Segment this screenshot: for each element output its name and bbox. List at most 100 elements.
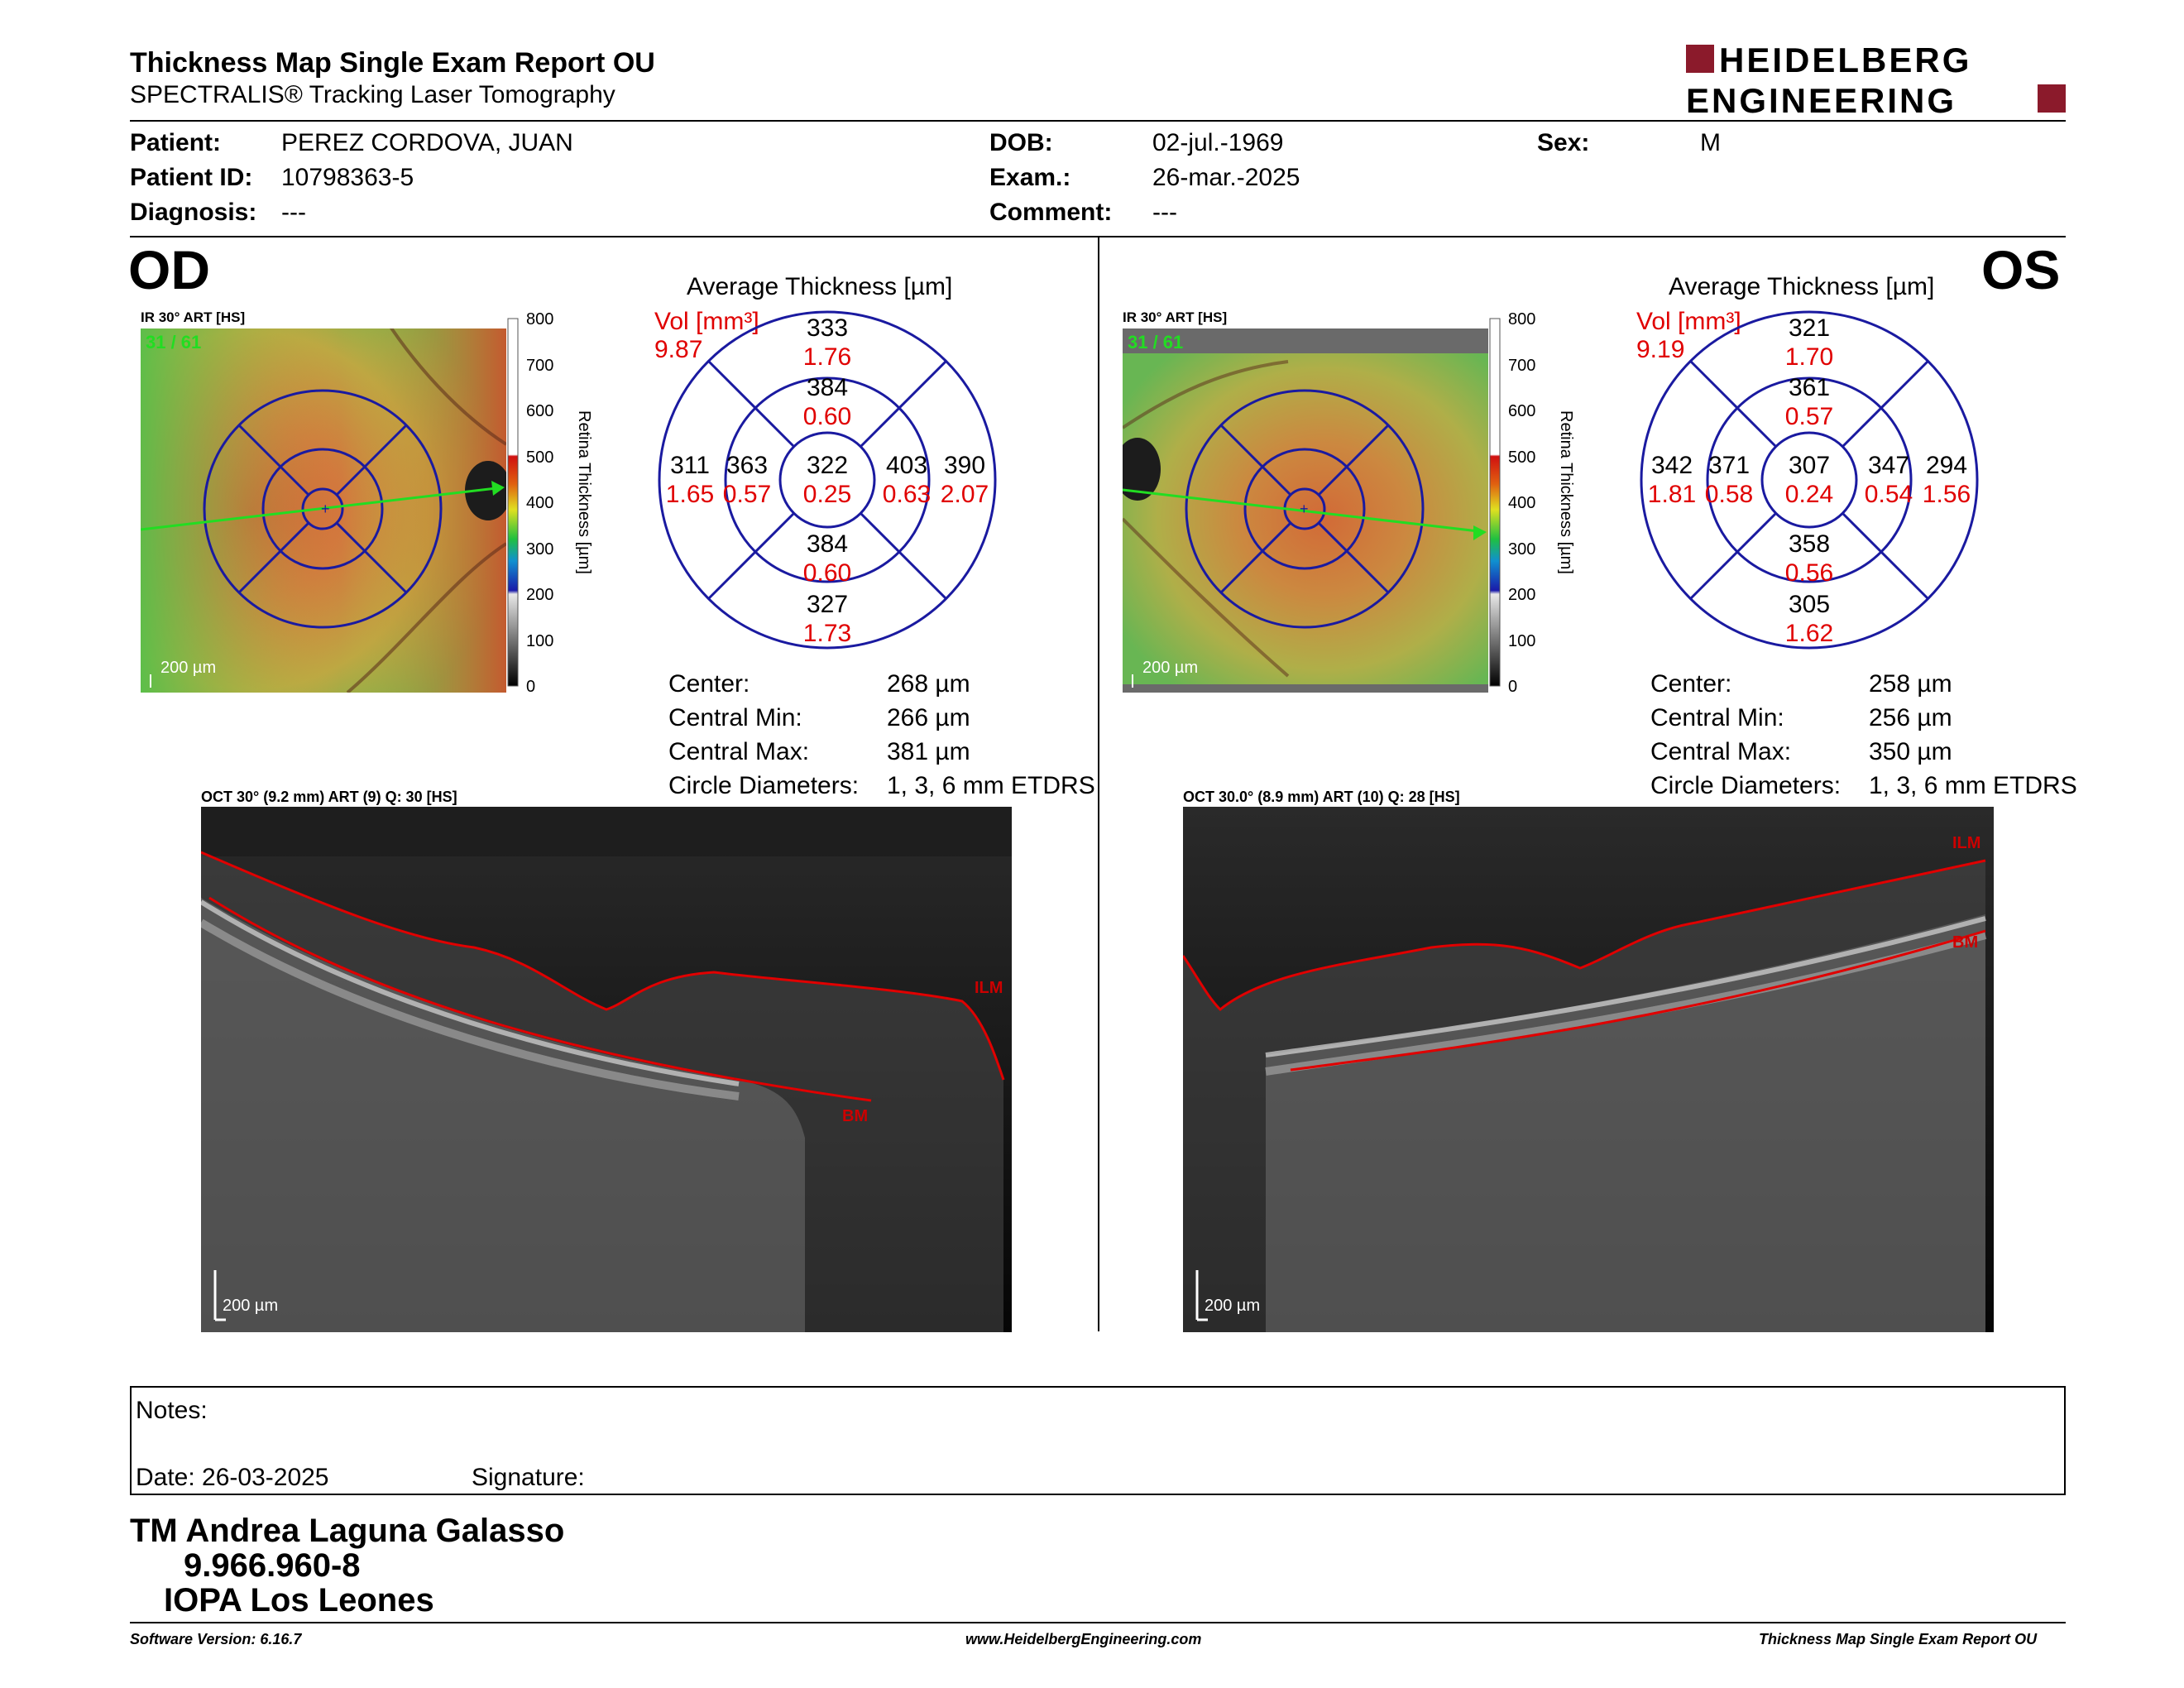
od-thickness-map: + 31 / 61 200 µm (141, 328, 506, 693)
svg-text:0.63: 0.63 (883, 481, 931, 508)
od-colorbar-label: Retina Thickness [µm] (575, 410, 593, 574)
os-min-value: 256 µm (1869, 704, 1952, 731)
od-avg-title: Average Thickness [µm] (687, 273, 953, 300)
diagnosis-value: --- (281, 199, 306, 226)
svg-text:0.24: 0.24 (1785, 481, 1833, 508)
svg-text:327: 327 (807, 591, 848, 618)
svg-text:384: 384 (807, 374, 848, 401)
svg-text:800: 800 (1508, 310, 1535, 328)
od-min-value: 266 µm (887, 704, 970, 731)
svg-text:1.70: 1.70 (1785, 343, 1833, 371)
svg-text:1.65: 1.65 (666, 481, 714, 508)
svg-text:300: 300 (1508, 540, 1535, 559)
footer-report-name: Thickness Map Single Exam Report OU (1759, 1631, 2038, 1647)
svg-text:2.07: 2.07 (941, 481, 989, 508)
exam-label: Exam.: (989, 164, 1071, 191)
signature-label: Signature: (472, 1464, 585, 1491)
os-min-label: Central Min: (1650, 704, 1784, 731)
svg-text:322: 322 (807, 452, 848, 479)
svg-text:400: 400 (526, 494, 553, 512)
os-oct-label: OCT 30.0° (8.9 mm) ART (10) Q: 28 [HS] (1183, 789, 1460, 805)
os-circ-label: Circle Diameters: (1650, 772, 1842, 799)
od-circ-label: Circle Diameters: (668, 772, 860, 799)
sex-value: M (1700, 129, 1721, 156)
signer-rut: 9.966.960-8 (184, 1547, 361, 1584)
od-etdrs-grid: 333 1.76 384 0.60 322 0.25 363 0.57 403 … (658, 310, 997, 650)
svg-text:300: 300 (526, 540, 553, 559)
svg-text:321: 321 (1789, 314, 1830, 342)
svg-text:0.54: 0.54 (1865, 481, 1913, 508)
svg-text:0: 0 (1508, 678, 1517, 693)
od-ilm-label: ILM (975, 979, 1003, 997)
svg-text:500: 500 (1508, 448, 1535, 467)
od-min-label: Central Min: (668, 704, 802, 731)
os-oct-scale: 200 µm (1205, 1297, 1260, 1315)
svg-text:700: 700 (1508, 357, 1535, 375)
od-circ-value: 1, 3, 6 mm ETDRS (887, 772, 1095, 799)
svg-text:342: 342 (1651, 452, 1693, 479)
svg-text:371: 371 (1708, 452, 1750, 479)
sex-label: Sex: (1537, 129, 1590, 156)
os-colorbar-label: Retina Thickness [µm] (1557, 410, 1575, 574)
svg-text:333: 333 (807, 314, 848, 342)
os-vol-value: 9.19 (1636, 336, 1685, 363)
os-colorbar: 800 700 600 500 400 300 200 100 0 Retina… (1489, 310, 1575, 693)
svg-text:358: 358 (1789, 530, 1830, 558)
svg-text:800: 800 (526, 310, 553, 328)
svg-text:1.62: 1.62 (1785, 620, 1833, 647)
report-title: Thickness Map Single Exam Report OU (130, 47, 655, 79)
os-ir-scale: 200 µm (1142, 659, 1198, 677)
svg-text:0.57: 0.57 (1785, 403, 1833, 430)
svg-text:+: + (321, 501, 330, 517)
patient-name: PEREZ CORDOVA, JUAN (281, 129, 573, 156)
os-vol-label: Vol [mm³] (1636, 308, 1741, 335)
od-oct-label: OCT 30° (9.2 mm) ART (9) Q: 30 [HS] (201, 789, 457, 805)
od-oct-scan: ILM BM 200 µm (201, 807, 1012, 1332)
os-etdrs-grid: 321 1.70 361 0.57 307 0.24 371 0.58 347 … (1640, 310, 1979, 650)
patient-id-label: Patient ID: (130, 164, 253, 191)
comment-label: Comment: (989, 199, 1113, 226)
svg-text:200: 200 (526, 586, 553, 604)
svg-text:1.81: 1.81 (1648, 481, 1696, 508)
signer-name: TM Andrea Laguna Galasso (130, 1513, 565, 1549)
svg-text:0.25: 0.25 (803, 481, 851, 508)
svg-text:390: 390 (944, 452, 985, 479)
website-link[interactable]: www.HeidelbergEngineering.com (965, 1631, 1202, 1647)
notes-box[interactable] (130, 1386, 2066, 1495)
od-bm-label: BM (842, 1107, 868, 1125)
dob-value: 02-jul.-1969 (1152, 129, 1284, 156)
os-circ-value: 1, 3, 6 mm ETDRS (1869, 772, 2077, 799)
os-bm-label: BM (1952, 933, 1978, 952)
od-colorbar: 800 700 600 500 400 300 200 100 0 Retina… (507, 310, 593, 693)
svg-text:500: 500 (526, 448, 553, 467)
od-oct-scale: 200 µm (223, 1297, 278, 1315)
svg-text:403: 403 (886, 452, 927, 479)
svg-text:1.76: 1.76 (803, 343, 851, 371)
header-divider (130, 120, 2066, 122)
od-center-value: 268 µm (887, 670, 970, 698)
dob-label: DOB: (989, 129, 1053, 156)
os-ir-label: IR 30° ART [HS] (1123, 309, 1228, 325)
os-center-value: 258 µm (1869, 670, 1952, 698)
svg-text:363: 363 (726, 452, 768, 479)
os-oct-scan: ILM BM 200 µm (1183, 807, 1994, 1332)
od-max-label: Central Max: (668, 738, 810, 765)
svg-text:0.58: 0.58 (1705, 481, 1753, 508)
svg-text:0.56: 0.56 (1785, 559, 1833, 587)
os-max-label: Central Max: (1650, 738, 1792, 765)
svg-text:311: 311 (670, 452, 710, 479)
os-max-value: 350 µm (1869, 738, 1952, 765)
od-ir-label: IR 30° ART [HS] (141, 309, 246, 325)
svg-text:0.57: 0.57 (723, 481, 771, 508)
diagnosis-label: Diagnosis: (130, 199, 257, 226)
od-vol-value: 9.87 (654, 336, 703, 363)
signer-institution: IOPA Los Leones (164, 1582, 434, 1618)
logo-line2: ENGINEERING (1686, 81, 1956, 119)
svg-text:384: 384 (807, 530, 848, 558)
svg-text:+: + (1300, 501, 1309, 517)
notes-date: Date: 26-03-2025 (136, 1464, 329, 1491)
od-ir-counter: 31 / 61 (146, 332, 201, 352)
os-thickness-map: + 31 / 61 200 µm (1123, 328, 1488, 693)
svg-text:600: 600 (526, 402, 553, 420)
os-ilm-label: ILM (1952, 834, 1980, 852)
